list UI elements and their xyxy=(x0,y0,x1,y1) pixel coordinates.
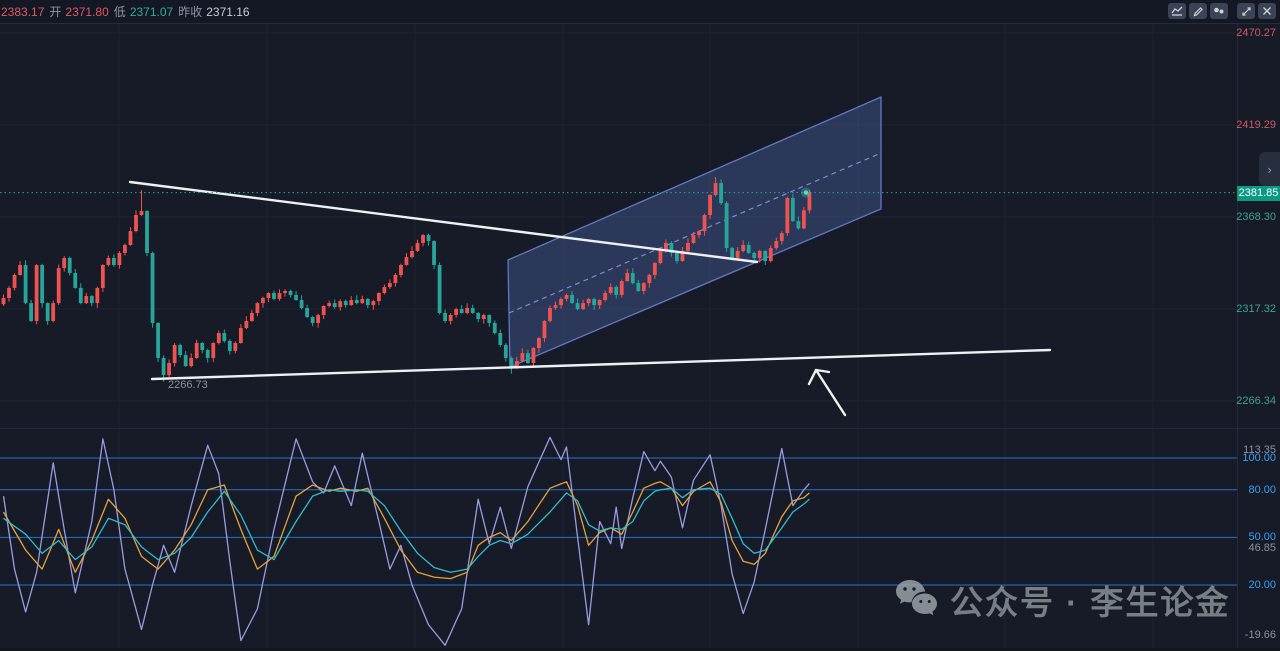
indicator-axis-label: 100.00 xyxy=(1242,452,1276,464)
indicator-axis-label: 50.00 xyxy=(1248,531,1276,543)
low-label: 低 xyxy=(113,5,126,19)
expand-icon xyxy=(1241,6,1252,17)
indicator-axis-label: -19.66 xyxy=(1244,629,1276,641)
indicator-axis-label: 113.35 xyxy=(1243,444,1276,456)
indicator-icon xyxy=(1171,6,1183,16)
snapshot-button[interactable] xyxy=(1210,3,1228,19)
open-value: 2371.80 xyxy=(65,4,109,19)
price-axis-label: 2419.29 xyxy=(1236,118,1276,131)
stat-prev-close: 昨收 2371.16 xyxy=(178,3,249,20)
wechat-icon xyxy=(894,578,940,623)
panel-separator[interactable] xyxy=(0,428,1280,429)
low-value: 2371.07 xyxy=(129,4,174,19)
price-axis-separator xyxy=(1237,23,1238,648)
pencil-icon xyxy=(1193,6,1204,17)
chart-toolbar xyxy=(1165,3,1276,19)
current-price-badge: 2381.85 xyxy=(1237,186,1280,201)
parallel-channel xyxy=(507,96,882,368)
trendline-value-label: 2266.73 xyxy=(168,379,208,391)
ohlc-bar: 2383.17 开 2371.80 低 2371.07 昨收 2371.16 xyxy=(0,0,1280,24)
indicator-axis-label: 80.00 xyxy=(1248,484,1276,496)
price-axis-label: 2470.27 xyxy=(1236,27,1276,39)
axis-expand-button[interactable]: › xyxy=(1259,152,1280,186)
indicator-layer xyxy=(0,429,1237,648)
chevron-right-icon: › xyxy=(1267,161,1272,177)
stat-open: 开 2371.80 xyxy=(49,3,108,20)
main-chart-layer xyxy=(0,23,1237,428)
high-value: 2383.17 xyxy=(1,4,45,19)
bottom-edge xyxy=(0,648,1280,651)
stat-low: 低 2371.07 xyxy=(114,3,173,20)
indicator-button[interactable] xyxy=(1168,3,1186,19)
price-axis-label: 2266.34 xyxy=(1236,395,1276,407)
annotation-arrow xyxy=(814,368,847,417)
open-label: 开 xyxy=(49,5,62,19)
close-icon xyxy=(1262,6,1272,16)
oscillator-line-K xyxy=(3,487,810,573)
stat-high: 2383.17 xyxy=(1,5,44,19)
close-button[interactable] xyxy=(1258,3,1276,19)
indicator-axis-label: 46.85 xyxy=(1248,542,1276,554)
prev-close-value: 2371.16 xyxy=(206,4,250,19)
prev-close-label: 昨收 xyxy=(178,5,203,19)
oscillator-line-D xyxy=(2,481,810,580)
price-axis-label: 2317.32 xyxy=(1236,303,1276,315)
fullscreen-button[interactable] xyxy=(1237,3,1255,19)
channel-midline xyxy=(508,152,882,314)
watermark-text: 公众号 · 李生论金 xyxy=(950,584,1231,621)
draw-button[interactable] xyxy=(1189,3,1207,19)
price-axis-label: 2368.30 xyxy=(1236,211,1276,223)
descending-trendline xyxy=(128,180,759,264)
indicator-axis-label: 20.00 xyxy=(1248,579,1276,591)
oscillator-line-J xyxy=(2,436,810,646)
camera-icon xyxy=(1213,6,1225,16)
watermark: 公众号 · 李生论金 xyxy=(894,576,1230,624)
support-trendline xyxy=(150,348,1052,381)
